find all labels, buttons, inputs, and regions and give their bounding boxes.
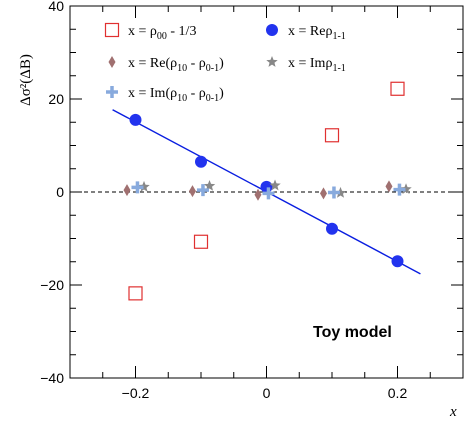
legend-re-rho10-label: x = Re(ρ10 - ρ0-1) [128,56,224,74]
legend-re-rho10-marker [108,56,116,68]
x-axis-label: x [449,404,457,420]
x-tick-label: 0 [263,385,271,401]
y-tick-label: 0 [56,184,64,200]
y-tick-label: 40 [48,0,64,14]
re-rho10-rho0m1-point [123,184,131,197]
rho00-point [390,81,405,96]
legend-rho00-label: x = ρ00 - 1/3 [128,24,196,42]
rerho1m1-point [195,155,207,168]
y-axis-label: Δσ²(ΔB) [18,54,34,106]
legend-imrho1m1-marker [266,56,278,67]
imrho1m1-point [269,179,281,191]
legend-imrho1m1-label: x = Imρ1-1 [288,56,346,74]
re-rho10-rho0m1-point [254,188,262,201]
imrho1m1-point [400,183,412,195]
im-rho10-rho0m1-point [393,183,406,196]
imrho1m1-point [334,186,347,198]
x-tick-label: 0.2 [388,385,408,401]
legend-rerho1m1-label: x = Reρ1-1 [288,24,346,42]
re-rho10-rho0m1-point [188,185,196,198]
rerho1m1-point [391,255,404,268]
axes: −40 −20 0 20 40 −0.2 0 0.2 [40,0,464,401]
annotation-toy-model: Toy model [313,324,392,341]
im-rho10-rho0m1-point [327,186,340,199]
imrho1m1-point [203,179,216,191]
legend-im-rho10-label: x = Im(ρ10 - ρ0-1) [128,86,224,104]
y-tick-label: −20 [40,277,64,293]
rho00-point [128,286,143,301]
y-tick-label: 20 [48,91,64,107]
data-marks [112,81,421,301]
re-rho10-rho0m1-point [385,180,393,193]
rho00-point [324,128,340,143]
legend-rho00-marker [104,22,120,38]
im-rho10-rho0m1-point [131,181,144,194]
x-tick-label: −0.2 [122,385,150,401]
rerho1m1-point [260,180,273,193]
rerho1m1-point [326,222,338,235]
im-rho10-rho0m1-point [196,184,209,197]
im-rho10-rho0m1-point [262,187,275,200]
re-rho10-rho0m1-point [319,187,327,200]
imrho1m1-point [138,180,150,192]
rerho1m1-point [129,113,142,126]
legend: x = ρ00 - 1/3 x = Reρ1-1 x = Re(ρ10 - ρ0-1… [104,22,346,104]
legend-rerho1m1-marker [266,24,278,36]
legend-im-rho10-marker [106,86,118,98]
y-tick-label: −40 [40,370,64,386]
rho00-point [193,234,209,249]
